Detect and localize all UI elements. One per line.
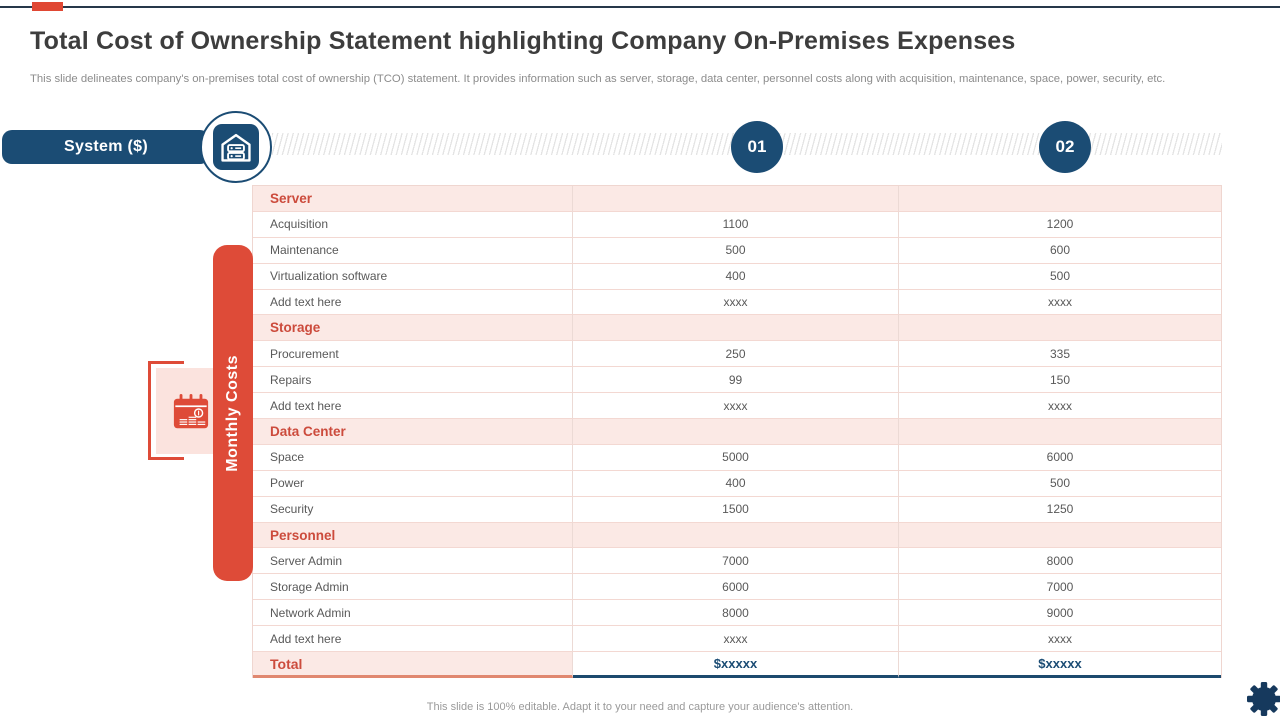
row-value: xxxx bbox=[899, 393, 1221, 420]
table-row: Add text here xxxx xxxx bbox=[253, 289, 1221, 316]
table-row: Power 400 500 bbox=[253, 470, 1221, 497]
row-value: $xxxxx bbox=[899, 652, 1221, 679]
row-value: 500 bbox=[899, 264, 1221, 290]
row-label: Procurement bbox=[253, 341, 573, 368]
row-value: 400 bbox=[573, 263, 899, 290]
row-value bbox=[899, 186, 1221, 212]
row-value: 1250 bbox=[899, 497, 1221, 523]
table-row: Storage Admin 6000 7000 bbox=[253, 574, 1221, 601]
row-label: Total bbox=[253, 652, 573, 679]
row-value: 7000 bbox=[899, 574, 1221, 601]
system-banner-label: System ($) bbox=[64, 138, 148, 155]
table-row: Network Admin 8000 9000 bbox=[253, 600, 1221, 627]
table-row: Space 5000 6000 bbox=[253, 444, 1221, 471]
top-accent-tab bbox=[32, 2, 63, 11]
section-header-row: Storage bbox=[253, 315, 1221, 342]
row-value: xxxx bbox=[573, 393, 899, 420]
column-header-02: 02 bbox=[1039, 121, 1091, 173]
row-label: Add text here bbox=[253, 626, 573, 653]
gear-icon bbox=[1238, 676, 1280, 720]
row-label: Server Admin bbox=[253, 548, 573, 575]
row-value: 99 bbox=[573, 367, 899, 394]
row-label: Add text here bbox=[253, 289, 573, 316]
row-value: xxxx bbox=[573, 626, 899, 653]
row-label: Repairs bbox=[253, 367, 573, 394]
column-header-02-label: 02 bbox=[1055, 137, 1075, 156]
row-value: 1200 bbox=[899, 212, 1221, 238]
section-header-row: Server bbox=[253, 186, 1221, 212]
tco-table: Server Acquisition 1100 1200 Maintenance 500 6… bbox=[252, 185, 1222, 679]
row-value: $xxxxx bbox=[573, 652, 899, 679]
row-label: Power bbox=[253, 470, 573, 497]
row-value: 400 bbox=[573, 470, 899, 497]
row-value: 5000 bbox=[573, 444, 899, 471]
table-row: Maintenance 500 600 bbox=[253, 237, 1221, 264]
row-label: Data Center bbox=[253, 419, 573, 445]
column-header-01: 01 bbox=[731, 121, 783, 173]
row-value bbox=[573, 315, 899, 342]
system-icon-circle bbox=[200, 111, 272, 183]
section-header-row: Personnel bbox=[253, 522, 1221, 549]
calendar-cost-icon bbox=[172, 393, 210, 433]
column-header-01-label: 01 bbox=[747, 137, 767, 156]
row-value bbox=[573, 419, 899, 445]
row-value: 9000 bbox=[899, 600, 1221, 627]
row-value: 1100 bbox=[573, 211, 899, 238]
row-value: 500 bbox=[899, 471, 1221, 497]
row-value: 500 bbox=[573, 237, 899, 264]
table-row: Add text here xxxx xxxx bbox=[253, 626, 1221, 653]
row-value: 250 bbox=[573, 341, 899, 368]
row-label: Maintenance bbox=[253, 237, 573, 264]
row-label: Network Admin bbox=[253, 600, 573, 627]
row-value: 7000 bbox=[573, 548, 899, 575]
row-value: 6000 bbox=[899, 445, 1221, 471]
system-banner: System ($) bbox=[2, 130, 210, 164]
row-label: Storage bbox=[253, 315, 573, 342]
row-value: xxxx bbox=[899, 290, 1221, 316]
row-value: 150 bbox=[899, 367, 1221, 394]
row-value bbox=[899, 419, 1221, 445]
footer-note: This slide is 100% editable. Adapt it to… bbox=[426, 701, 854, 713]
monthly-costs-banner: Monthly Costs bbox=[213, 245, 253, 581]
table-row: Acquisition 1100 1200 bbox=[253, 211, 1221, 238]
row-label: Server bbox=[253, 186, 573, 212]
section-header-row: Data Center bbox=[253, 419, 1221, 445]
page-title: Total Cost of Ownership Statement highli… bbox=[30, 27, 1016, 55]
row-value: xxxx bbox=[573, 289, 899, 316]
row-label: Space bbox=[253, 444, 573, 471]
row-value bbox=[573, 186, 899, 212]
row-label: Personnel bbox=[253, 522, 573, 549]
table-row: Add text here xxxx xxxx bbox=[253, 393, 1221, 420]
table-row: Repairs 99 150 bbox=[253, 367, 1221, 394]
total-row: Total $xxxxx $xxxxx bbox=[253, 652, 1221, 679]
row-value: 8000 bbox=[899, 548, 1221, 575]
top-divider-line bbox=[0, 6, 1280, 8]
row-value: 8000 bbox=[573, 600, 899, 627]
row-label: Add text here bbox=[253, 393, 573, 420]
server-house-icon bbox=[213, 124, 259, 170]
page-subtitle: This slide delineates company's on-premi… bbox=[30, 73, 1166, 85]
row-value: 6000 bbox=[573, 574, 899, 601]
table-row: Procurement 250 335 bbox=[253, 341, 1221, 368]
row-label: Virtualization software bbox=[253, 263, 573, 290]
row-label: Security bbox=[253, 496, 573, 523]
monthly-icon-bracket bbox=[148, 361, 184, 460]
monthly-costs-label: Monthly Costs bbox=[224, 354, 241, 472]
table-row: Security 1500 1250 bbox=[253, 496, 1221, 523]
row-label: Acquisition bbox=[253, 211, 573, 238]
row-value bbox=[573, 522, 899, 549]
row-label: Storage Admin bbox=[253, 574, 573, 601]
table-row: Server Admin 7000 8000 bbox=[253, 548, 1221, 575]
row-value: xxxx bbox=[899, 626, 1221, 653]
row-value: 600 bbox=[899, 238, 1221, 264]
row-value: 335 bbox=[899, 341, 1221, 368]
table-row: Virtualization software 400 500 bbox=[253, 263, 1221, 290]
row-value: 1500 bbox=[573, 496, 899, 523]
row-value bbox=[899, 315, 1221, 342]
row-value bbox=[899, 522, 1221, 549]
